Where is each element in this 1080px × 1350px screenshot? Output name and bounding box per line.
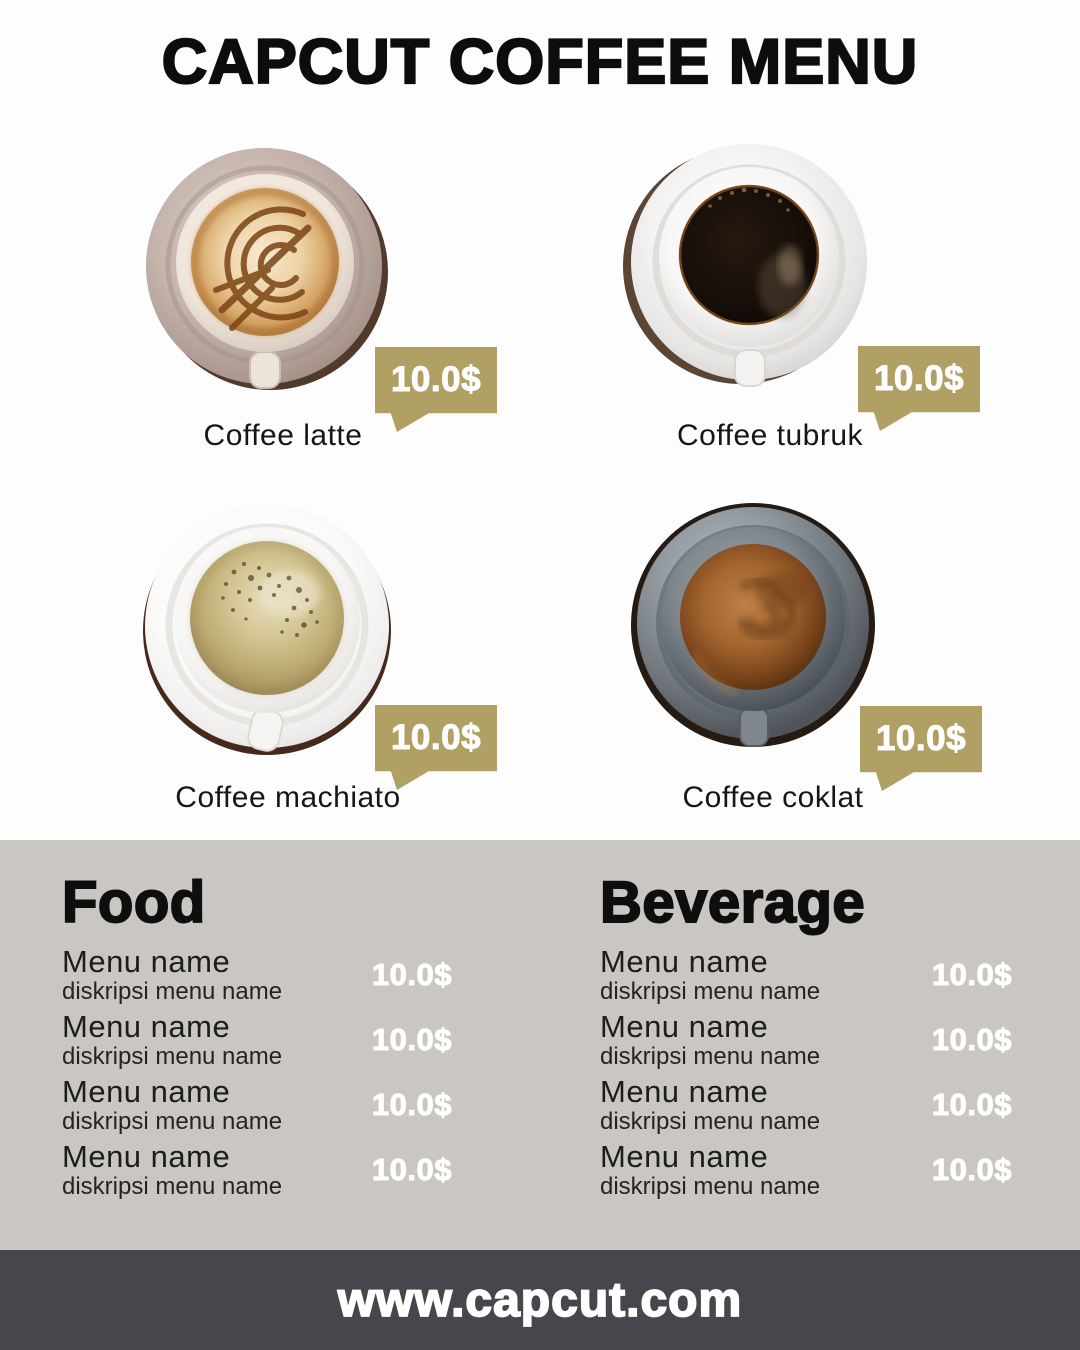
menu-item: Menu name diskripsi menu name 10.0$ [600, 1074, 1012, 1135]
menu-item-name: Menu name [600, 1139, 769, 1174]
menu-item-desc: diskripsi menu name [600, 978, 821, 1005]
food-heading: Food [61, 870, 206, 935]
beverage-heading: Beverage [599, 870, 866, 935]
machiato-cup-illustration [143, 504, 391, 755]
product-name: Coffee machiato [175, 781, 401, 814]
menu-item-desc: diskripsi menu name [62, 1173, 283, 1200]
product-name: Coffee coklat [682, 781, 864, 814]
poster-title: CAPCUT COFFEE MENU [161, 26, 919, 98]
menu-panel: Food Menu name diskripsi menu name 10.0$… [0, 840, 1080, 1250]
menu-item-desc: diskripsi menu name [62, 1043, 283, 1070]
menu-item-text: Menu name diskripsi menu name [600, 944, 820, 1005]
menu-item-name: Menu name [600, 1074, 769, 1109]
menu-item-name: Menu name [62, 1074, 231, 1109]
machiato-cup-image [138, 498, 396, 756]
menu-item: Menu name diskripsi menu name 10.0$ [600, 1009, 1012, 1070]
price-text: 10.0$ [875, 719, 967, 759]
menu-item-text: Menu name diskripsi menu name [600, 1139, 820, 1200]
price-tag: 10.0$ [860, 706, 982, 791]
price-tag: 10.0$ [858, 346, 980, 431]
menu-item-name: Menu name [600, 944, 769, 979]
beverage-section: Beverage Menu name diskripsi menu name 1… [599, 870, 1012, 1204]
menu-item-text: Menu name diskripsi menu name [600, 1009, 820, 1070]
coklat-cup-image [626, 498, 880, 752]
menu-item-name: Menu name [62, 1139, 231, 1174]
menu-item-name: Menu name [62, 1009, 231, 1044]
price-text: 10.0$ [390, 360, 482, 400]
menu-item-desc: diskripsi menu name [600, 1108, 821, 1135]
menu-item-name: Menu name [600, 1009, 769, 1044]
footer-bar: www.capcut.com [0, 1250, 1080, 1350]
menu-item-text: Menu name diskripsi menu name [62, 944, 282, 1005]
product-name: Coffee latte [203, 419, 363, 452]
menu-item-desc: diskripsi menu name [62, 978, 283, 1005]
menu-item-price: 10.0$ [371, 956, 452, 992]
menu-item-price: 10.0$ [371, 1086, 452, 1122]
latte-cup-illustration [146, 148, 388, 390]
price-text: 10.0$ [390, 718, 482, 758]
menu-item-desc: diskripsi menu name [62, 1108, 283, 1135]
website-url: www.capcut.com [337, 1273, 743, 1328]
menu-item-price: 10.0$ [371, 1151, 452, 1187]
menu-item-text: Menu name diskripsi menu name [600, 1074, 820, 1135]
tubruk-cup-image [622, 138, 872, 388]
menu-item-price: 10.0$ [931, 956, 1012, 992]
menu-item-text: Menu name diskripsi menu name [62, 1009, 282, 1070]
food-section: Food Menu name diskripsi menu name 10.0$… [61, 870, 452, 1204]
menu-item: Menu name diskripsi menu name 10.0$ [62, 1139, 452, 1200]
menu-item-desc: diskripsi menu name [600, 1043, 821, 1070]
coklat-cup-illustration [631, 503, 875, 747]
latte-cup-image [140, 142, 390, 392]
menu-item-price: 10.0$ [931, 1086, 1012, 1122]
menu-item-price: 10.0$ [371, 1021, 452, 1057]
menu-item: Menu name diskripsi menu name 10.0$ [600, 1139, 1012, 1200]
product-name: Coffee tubruk [676, 419, 864, 452]
menu-item-desc: diskripsi menu name [600, 1173, 821, 1200]
menu-item-name: Menu name [62, 944, 231, 979]
price-tag: 10.0$ [375, 705, 497, 790]
menu-item-text: Menu name diskripsi menu name [62, 1074, 282, 1135]
menu-item: Menu name diskripsi menu name 10.0$ [62, 1074, 452, 1135]
menu-item-text: Menu name diskripsi menu name [62, 1139, 282, 1200]
menu-item-price: 10.0$ [931, 1151, 1012, 1187]
menu-item: Menu name diskripsi menu name 10.0$ [62, 1009, 452, 1070]
menu-item: Menu name diskripsi menu name 10.0$ [600, 944, 1012, 1005]
menu-item: Menu name diskripsi menu name 10.0$ [62, 944, 452, 1005]
menu-item-price: 10.0$ [931, 1021, 1012, 1057]
tubruk-cup-illustration [623, 144, 867, 387]
price-text: 10.0$ [873, 359, 965, 399]
price-tag: 10.0$ [375, 347, 497, 432]
